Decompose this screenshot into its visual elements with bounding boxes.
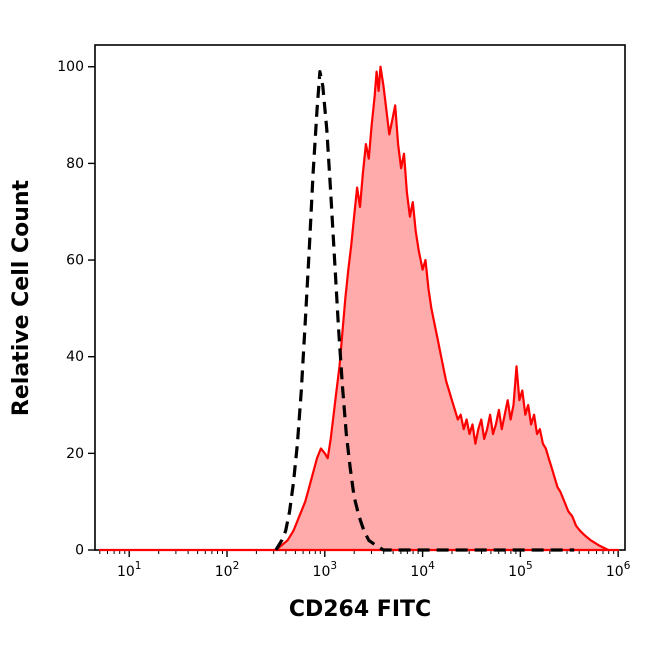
series-curves <box>98 65 620 552</box>
y-tick-label: 20 <box>66 446 84 462</box>
isotype-control-curve <box>274 70 575 552</box>
x-tick-label: 106 <box>606 560 631 580</box>
y-tick-label: 0 <box>75 543 84 559</box>
x-axis-title: CD264 FITC <box>289 597 431 622</box>
y-tick-label: 100 <box>57 59 84 75</box>
x-tick-label: 104 <box>410 560 435 580</box>
x-tick-label: 102 <box>215 560 240 580</box>
x-tick-label: 105 <box>508 560 533 580</box>
y-tick-label: 40 <box>66 349 84 365</box>
y-tick-label: 60 <box>66 253 84 269</box>
y-axis-title: Relative Cell Count <box>9 179 34 416</box>
x-tick-label: 101 <box>117 560 142 580</box>
x-major-ticks: 101 102 103 104 105 106 <box>117 550 631 580</box>
y-axis-ticks: 0 20 40 60 80 100 <box>57 59 95 559</box>
x-tick-label: 103 <box>313 560 338 580</box>
y-tick-label: 80 <box>66 156 84 172</box>
